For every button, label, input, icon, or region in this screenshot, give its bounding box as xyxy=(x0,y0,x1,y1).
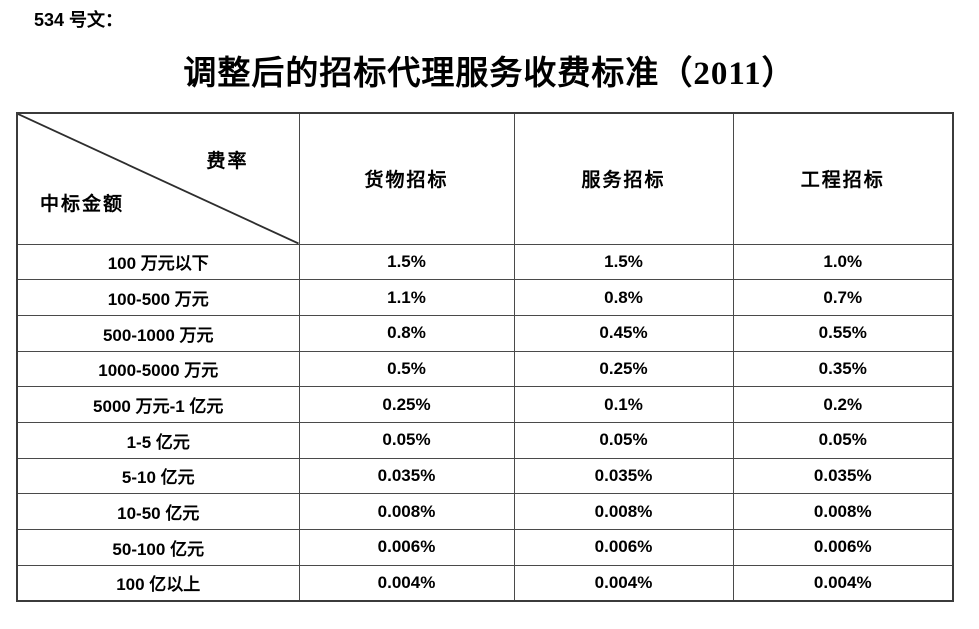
rate-cell-goods: 0.25% xyxy=(298,386,515,423)
rate-cell-goods: 0.8% xyxy=(298,314,515,352)
corner-label-amount: 中标金额 xyxy=(40,193,125,215)
rate-cell-goods: 0.008% xyxy=(298,493,515,530)
table-row: 1000-5000 万元 0.5% 0.25% 0.35% xyxy=(16,350,954,388)
amount-range-cell: 100-500 万元 xyxy=(16,279,300,316)
rate-cell-goods: 1.1% xyxy=(298,279,515,316)
amount-range-cell: 500-1000 万元 xyxy=(16,314,300,352)
rate-cell-services: 0.25% xyxy=(513,350,734,388)
table-row: 500-1000 万元 0.8% 0.45% 0.55% xyxy=(16,314,954,352)
rate-cell-works: 0.006% xyxy=(732,529,954,566)
amount-range-cell: 10-50 亿元 xyxy=(16,493,300,530)
rate-cell-works: 0.004% xyxy=(732,564,954,602)
rate-cell-works: 0.05% xyxy=(732,421,954,459)
rate-cell-goods: 0.035% xyxy=(298,457,515,495)
table-row: 100 万元以下 1.5% 1.5% 1.0% xyxy=(16,243,954,281)
page-title: 调整后的招标代理服务收费标准（2011） xyxy=(183,56,796,92)
table-row: 10-50 亿元 0.008% 0.008% 0.008% xyxy=(16,493,954,530)
rate-cell-goods: 0.5% xyxy=(298,350,515,388)
rate-cell-works: 0.55% xyxy=(732,314,954,352)
rate-cell-goods: 0.004% xyxy=(298,564,515,602)
column-header-goods: 货物招标 xyxy=(298,112,515,245)
rate-cell-goods: 0.006% xyxy=(298,529,515,566)
column-header-services: 服务招标 xyxy=(513,112,734,245)
amount-range-cell: 1000-5000 万元 xyxy=(16,350,300,388)
rate-cell-services: 0.004% xyxy=(513,564,734,602)
rate-cell-works: 0.7% xyxy=(732,279,954,316)
amount-range-cell: 50-100 亿元 xyxy=(16,529,300,566)
rate-cell-works: 0.008% xyxy=(732,493,954,530)
diagonal-divider-line xyxy=(18,114,299,244)
amount-range-cell: 100 亿以上 xyxy=(16,564,300,602)
rate-cell-services: 1.5% xyxy=(513,243,734,281)
table-row: 1-5 亿元 0.05% 0.05% 0.05% xyxy=(16,421,954,459)
table-header-row: 费率 中标金额 货物招标 服务招标 工程招标 xyxy=(16,112,954,245)
table-row: 100-500 万元 1.1% 0.8% 0.7% xyxy=(16,279,954,316)
rate-cell-works: 0.2% xyxy=(732,386,954,423)
table-row: 100 亿以上 0.004% 0.004% 0.004% xyxy=(16,564,954,602)
rate-cell-services: 0.035% xyxy=(513,457,734,495)
rate-cell-services: 0.008% xyxy=(513,493,734,530)
rate-cell-services: 0.45% xyxy=(513,314,734,352)
table-row: 50-100 亿元 0.006% 0.006% 0.006% xyxy=(16,529,954,566)
fee-table: 费率 中标金额 货物招标 服务招标 工程招标 100 万元以下 1.5% 1.5… xyxy=(16,112,954,602)
table-row: 5-10 亿元 0.035% 0.035% 0.035% xyxy=(16,457,954,495)
rate-cell-services: 0.006% xyxy=(513,529,734,566)
corner-header-cell: 费率 中标金额 xyxy=(16,112,300,245)
corner-label-rate: 费率 xyxy=(206,151,249,172)
rate-cell-works: 0.035% xyxy=(732,457,954,495)
doc-number: 534 号文： xyxy=(34,10,124,30)
amount-range-cell: 5-10 亿元 xyxy=(16,457,300,495)
rate-cell-works: 1.0% xyxy=(732,243,954,281)
rate-cell-works: 0.35% xyxy=(732,350,954,388)
rate-cell-goods: 0.05% xyxy=(298,421,515,459)
table-row: 5000 万元-1 亿元 0.25% 0.1% 0.2% xyxy=(16,386,954,423)
amount-range-cell: 5000 万元-1 亿元 xyxy=(16,386,300,423)
amount-range-cell: 100 万元以下 xyxy=(16,243,300,281)
rate-cell-services: 0.8% xyxy=(513,279,734,316)
rate-cell-services: 0.05% xyxy=(513,421,734,459)
rate-cell-services: 0.1% xyxy=(513,386,734,423)
amount-range-cell: 1-5 亿元 xyxy=(16,421,300,459)
column-header-works: 工程招标 xyxy=(732,112,954,245)
rate-cell-goods: 1.5% xyxy=(298,243,515,281)
